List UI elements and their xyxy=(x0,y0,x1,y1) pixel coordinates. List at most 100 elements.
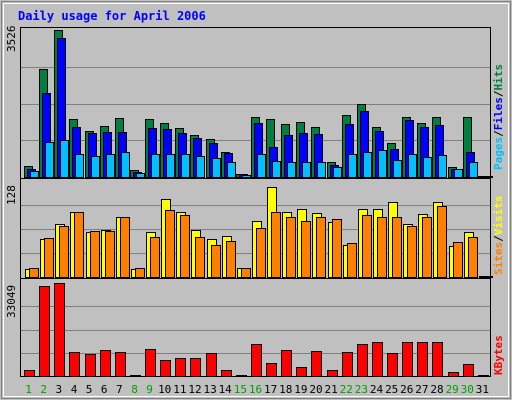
bar-pages-day-9 xyxy=(151,154,160,178)
legend-hits: Hits xyxy=(492,64,505,91)
bar-kbytes-day-21 xyxy=(327,370,338,377)
day-label-2: 2 xyxy=(40,383,47,396)
inner-frame xyxy=(3,3,509,397)
bar-kbytes-day-12 xyxy=(190,358,201,377)
bar-sites-day-24 xyxy=(377,217,387,278)
bar-kbytes-day-26 xyxy=(402,342,413,377)
bar-pages-day-4 xyxy=(75,154,84,178)
bar-pages-day-27 xyxy=(423,157,432,178)
legend-slash-3: / xyxy=(492,235,505,242)
bar-sites-day-1 xyxy=(29,268,39,278)
day-label-4: 4 xyxy=(71,383,78,396)
panel-hits-ymax-label: 3526 xyxy=(5,26,18,53)
day-label-8: 8 xyxy=(131,383,138,396)
bar-pages-day-3 xyxy=(60,140,69,178)
day-label-21: 21 xyxy=(324,383,337,396)
day-label-30: 30 xyxy=(461,383,474,396)
bar-pages-day-12 xyxy=(196,156,205,178)
bar-kbytes-day-13 xyxy=(206,353,217,377)
bar-sites-day-11 xyxy=(180,215,190,278)
day-label-7: 7 xyxy=(116,383,123,396)
bar-sites-day-9 xyxy=(150,237,160,278)
legend-kbytes: KBytes xyxy=(492,335,505,375)
bar-pages-day-15 xyxy=(242,175,251,178)
day-label-19: 19 xyxy=(294,383,307,396)
day-label-11: 11 xyxy=(173,383,186,396)
bar-kbytes-day-25 xyxy=(387,353,398,377)
bar-kbytes-day-5 xyxy=(85,354,96,377)
legend-pages: Pages xyxy=(492,137,505,170)
day-label-17: 17 xyxy=(264,383,277,396)
bar-pages-day-30 xyxy=(469,162,478,178)
bar-pages-day-20 xyxy=(317,162,326,178)
bar-pages-day-25 xyxy=(393,160,402,178)
bar-kbytes-day-15 xyxy=(236,375,247,377)
bar-sites-day-20 xyxy=(316,217,326,278)
legend-visits-group: Sites/Visits xyxy=(492,196,505,276)
day-label-26: 26 xyxy=(400,383,413,396)
bar-sites-day-3 xyxy=(59,226,69,278)
bar-kbytes-day-3 xyxy=(54,283,65,377)
day-label-15: 15 xyxy=(234,383,247,396)
legend-sites: Sites xyxy=(492,242,505,275)
bar-sites-day-26 xyxy=(407,226,417,278)
bar-kbytes-day-2 xyxy=(39,286,50,377)
bar-pages-day-21 xyxy=(333,167,342,178)
bar-pages-day-10 xyxy=(166,154,175,178)
day-label-14: 14 xyxy=(219,383,233,396)
bar-sites-day-21 xyxy=(332,219,342,278)
bar-sites-day-30 xyxy=(468,237,478,278)
bar-pages-day-5 xyxy=(91,156,100,178)
bar-pages-day-31 xyxy=(484,176,493,178)
bar-pages-day-16 xyxy=(257,154,266,178)
bar-sites-day-22 xyxy=(347,243,357,278)
legend-visits: Visits xyxy=(492,196,505,236)
bar-sites-day-13 xyxy=(211,245,221,278)
bar-pages-day-26 xyxy=(408,154,417,178)
day-label-20: 20 xyxy=(309,383,322,396)
bar-pages-day-18 xyxy=(287,162,296,178)
bar-sites-day-17 xyxy=(271,212,281,278)
bar-kbytes-day-23 xyxy=(357,344,368,377)
bar-pages-day-22 xyxy=(348,154,357,178)
bar-sites-day-12 xyxy=(195,237,205,278)
bar-sites-day-23 xyxy=(362,215,372,278)
bar-sites-day-25 xyxy=(392,217,402,278)
bar-pages-day-23 xyxy=(363,152,372,178)
chart-title: Daily usage for April 2006 xyxy=(18,9,206,23)
bar-sites-day-18 xyxy=(286,217,296,278)
day-label-31: 31 xyxy=(476,383,489,396)
bars-layer xyxy=(24,30,493,377)
bar-kbytes-day-19 xyxy=(296,367,307,377)
bar-kbytes-day-14 xyxy=(221,370,232,377)
bar-pages-day-11 xyxy=(181,154,190,178)
bar-kbytes-day-22 xyxy=(342,352,353,377)
bar-pages-day-6 xyxy=(106,154,115,178)
bar-pages-day-2 xyxy=(45,142,54,178)
bar-sites-day-28 xyxy=(437,206,447,278)
day-label-27: 27 xyxy=(415,383,428,396)
bar-sites-day-2 xyxy=(44,238,54,278)
day-label-22: 22 xyxy=(340,383,353,396)
day-label-9: 9 xyxy=(146,383,153,396)
bar-kbytes-day-6 xyxy=(100,350,111,377)
day-label-24: 24 xyxy=(370,383,384,396)
bar-kbytes-day-4 xyxy=(69,352,80,377)
day-label-23: 23 xyxy=(355,383,368,396)
bar-sites-day-14 xyxy=(226,241,236,278)
bar-sites-day-6 xyxy=(105,231,115,278)
legend-slash-1: / xyxy=(492,130,505,137)
bar-kbytes-day-16 xyxy=(251,344,262,377)
bar-pages-day-24 xyxy=(378,150,387,178)
panel-visits-ymax-label: 128 xyxy=(5,185,18,205)
bar-kbytes-day-17 xyxy=(266,363,277,377)
legend-files: Files xyxy=(492,97,505,130)
bar-kbytes-day-10 xyxy=(160,360,171,377)
bar-kbytes-day-29 xyxy=(448,372,459,377)
bar-sites-day-27 xyxy=(422,217,432,278)
bar-pages-day-7 xyxy=(121,152,130,178)
day-label-16: 16 xyxy=(249,383,262,396)
